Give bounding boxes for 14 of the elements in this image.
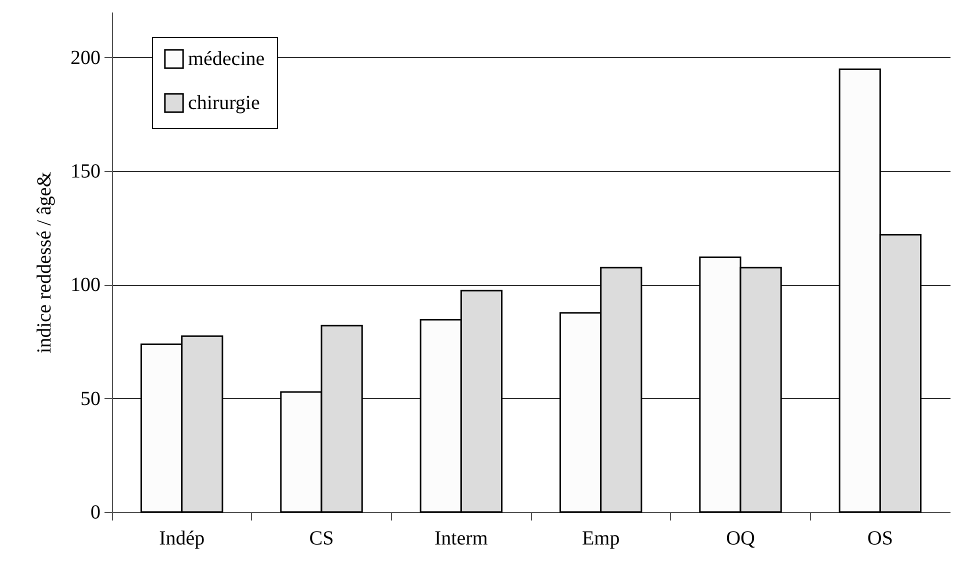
- x-tick-label: Indép: [159, 528, 205, 550]
- legend-label: chirurgie: [188, 92, 260, 114]
- legend-label: médecine: [188, 48, 265, 70]
- y-tick-label: 200: [70, 46, 100, 69]
- x-tick-label: CS: [309, 528, 334, 550]
- y-tick-label: 0: [90, 502, 100, 524]
- y-axis-title: indice reddessé / âge&: [34, 171, 56, 354]
- x-tick-label: OS: [867, 528, 893, 550]
- x-tick-label: Interm: [434, 528, 488, 550]
- x-tick-label: Emp: [582, 528, 620, 550]
- y-tick-label: 50: [80, 388, 100, 410]
- x-tick-label: OQ: [726, 528, 756, 550]
- y-tick-label: 100: [70, 274, 100, 296]
- y-tick-label: 150: [70, 160, 100, 183]
